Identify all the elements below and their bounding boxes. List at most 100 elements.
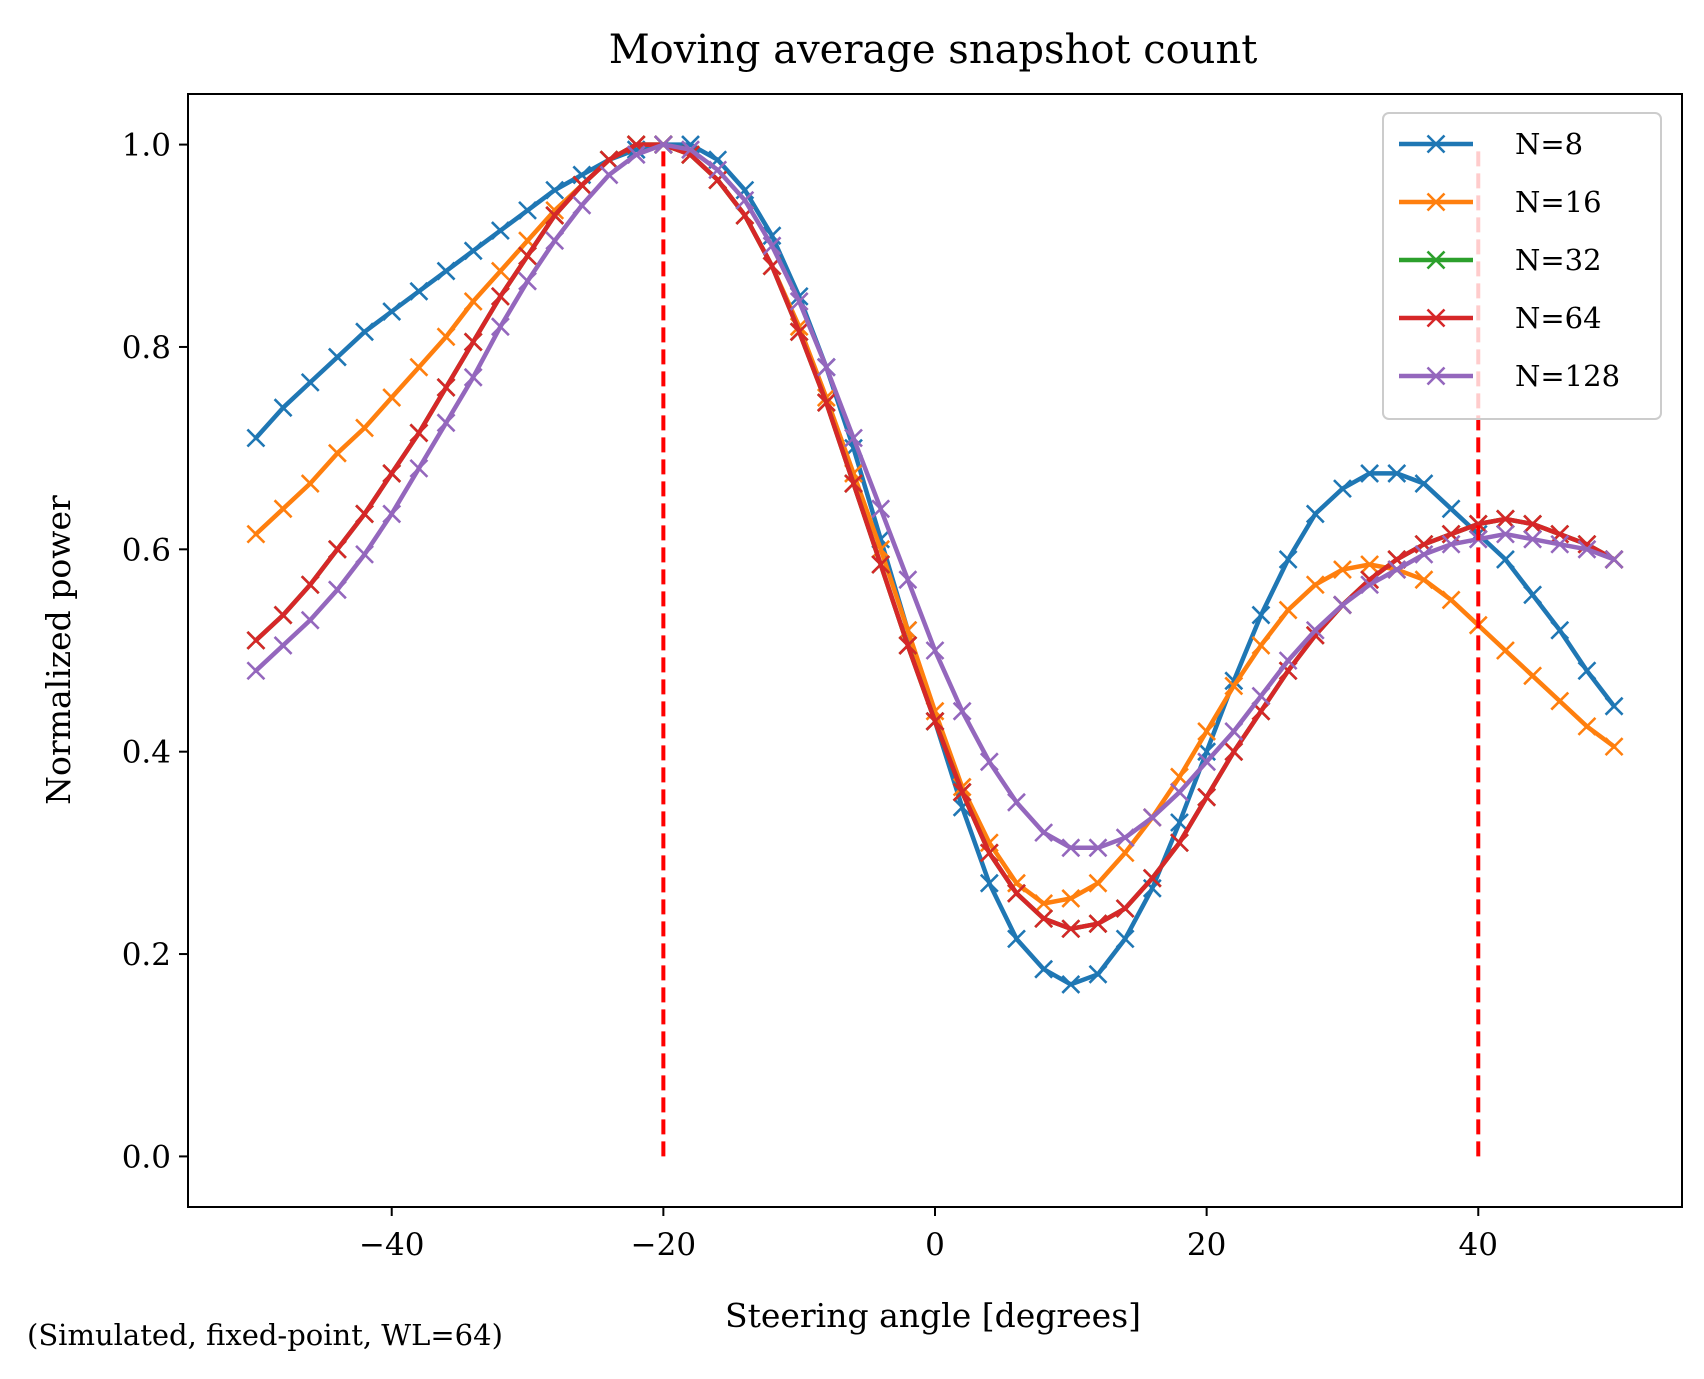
- data-point-marker: [1604, 737, 1624, 757]
- data-point-marker: [1088, 914, 1108, 934]
- axes: −40 −20 0 20 40 0.0 0.2 0.4 0.6 0.8 1.0: [122, 128, 1498, 1263]
- data-point-marker: [1550, 691, 1570, 711]
- legend-label: N=32: [1515, 243, 1602, 277]
- data-point-marker: [1142, 868, 1162, 888]
- data-point-marker: [300, 575, 320, 595]
- data-point-marker: [925, 711, 945, 731]
- data-point-marker: [463, 241, 483, 261]
- data-point-marker: [1170, 833, 1189, 853]
- data-point-marker: [1333, 560, 1352, 579]
- data-point-marker: [463, 292, 483, 311]
- data-point-marker: [300, 372, 320, 392]
- data-point-marker: [626, 145, 646, 165]
- data-point-marker: [1224, 722, 1244, 741]
- data-point-marker: [1604, 696, 1624, 716]
- data-point-marker: [1577, 539, 1597, 559]
- data-point-marker: [1360, 464, 1380, 483]
- data-point-marker: [1007, 929, 1026, 949]
- data-point-marker: [1360, 575, 1380, 595]
- data-point-marker: [382, 464, 402, 483]
- data-point-marker: [1550, 620, 1570, 640]
- data-point-marker: [490, 261, 510, 281]
- data-point-marker: [409, 281, 429, 301]
- x-tick-label: 0: [925, 1227, 945, 1263]
- data-point-marker: [1523, 585, 1543, 605]
- data-point-marker: [1034, 959, 1054, 979]
- data-point-marker: [300, 474, 320, 493]
- data-point-marker: [1007, 792, 1026, 812]
- data-point-marker: [273, 398, 293, 418]
- data-point-marker: [327, 580, 347, 600]
- data-point-marker: [599, 150, 619, 170]
- data-point-marker: [327, 539, 347, 559]
- data-point-marker: [1577, 716, 1597, 736]
- data-point-marker: [1278, 600, 1298, 620]
- data-point-marker: [246, 661, 266, 681]
- data-point-marker: [382, 388, 402, 407]
- data-point-marker: [1305, 620, 1325, 640]
- data-point-marker: [382, 302, 402, 321]
- data-point-marker: [1496, 509, 1515, 529]
- data-point-marker: [327, 443, 347, 463]
- x-tick-label: −20: [631, 1227, 696, 1263]
- data-point-marker: [1441, 590, 1461, 610]
- legend-label: N=128: [1515, 359, 1620, 393]
- data-point-marker: [1305, 625, 1325, 645]
- data-point-marker: [436, 378, 456, 397]
- data-point-marker: [1170, 813, 1189, 832]
- data-point-marker: [1061, 838, 1081, 858]
- data-point-marker: [518, 200, 537, 220]
- footnote: (Simulated, fixed-point, WL=64): [27, 1318, 503, 1352]
- data-point-marker: [1333, 479, 1352, 499]
- data-point-marker: [1496, 641, 1515, 660]
- legend: N=8 N=16 N=32 N=64 N=128: [1382, 112, 1662, 420]
- data-point-marker: [1142, 808, 1162, 827]
- data-point-marker: [898, 570, 918, 590]
- data-point-marker: [1333, 595, 1352, 615]
- data-point-marker: [355, 322, 374, 342]
- legend-marker: [1426, 250, 1446, 270]
- data-point-marker: [952, 782, 972, 802]
- y-tick-label: 1.0: [122, 128, 171, 164]
- data-point-marker: [436, 261, 456, 281]
- data-point-marker: [300, 610, 320, 630]
- data-point-marker: [463, 367, 483, 387]
- data-point-marker: [273, 499, 293, 519]
- data-point-marker: [789, 292, 809, 311]
- data-point-marker: [653, 135, 673, 155]
- y-tick-label: 0.6: [122, 532, 171, 568]
- y-tick-label: 0.8: [122, 330, 171, 366]
- data-point-marker: [844, 474, 863, 493]
- data-point-marker: [1414, 474, 1434, 493]
- data-point-marker: [409, 458, 429, 478]
- data-point-marker: [816, 357, 836, 377]
- legend-marker: [1426, 308, 1446, 328]
- data-point-marker: [1034, 823, 1054, 843]
- data-point-marker: [816, 393, 836, 413]
- data-point-marker: [681, 140, 700, 160]
- data-point-marker: [518, 271, 537, 291]
- data-point-marker: [599, 165, 619, 185]
- legend-marker: [1426, 192, 1446, 212]
- data-point-marker: [490, 286, 510, 306]
- data-point-marker: [518, 246, 537, 266]
- data-point-marker: [1061, 919, 1081, 939]
- data-point-marker: [1387, 560, 1407, 579]
- data-point-marker: [1414, 544, 1434, 564]
- legend-marker: [1426, 134, 1446, 154]
- legend-label: N=64: [1515, 301, 1602, 335]
- data-point-marker: [898, 636, 918, 655]
- data-point-marker: [1550, 534, 1570, 554]
- data-point-marker: [871, 555, 891, 574]
- data-point-marker: [1441, 534, 1461, 554]
- x-tick-label: 40: [1459, 1227, 1498, 1263]
- data-point-marker: [1061, 888, 1081, 908]
- data-point-marker: [246, 524, 266, 544]
- data-point-marker: [1523, 514, 1543, 534]
- data-point-marker: [1468, 514, 1488, 534]
- data-point-marker: [1224, 742, 1244, 762]
- data-point-marker: [1387, 464, 1407, 483]
- data-point-marker: [1197, 752, 1217, 772]
- data-point-marker: [762, 236, 782, 256]
- data-point-marker: [273, 636, 293, 655]
